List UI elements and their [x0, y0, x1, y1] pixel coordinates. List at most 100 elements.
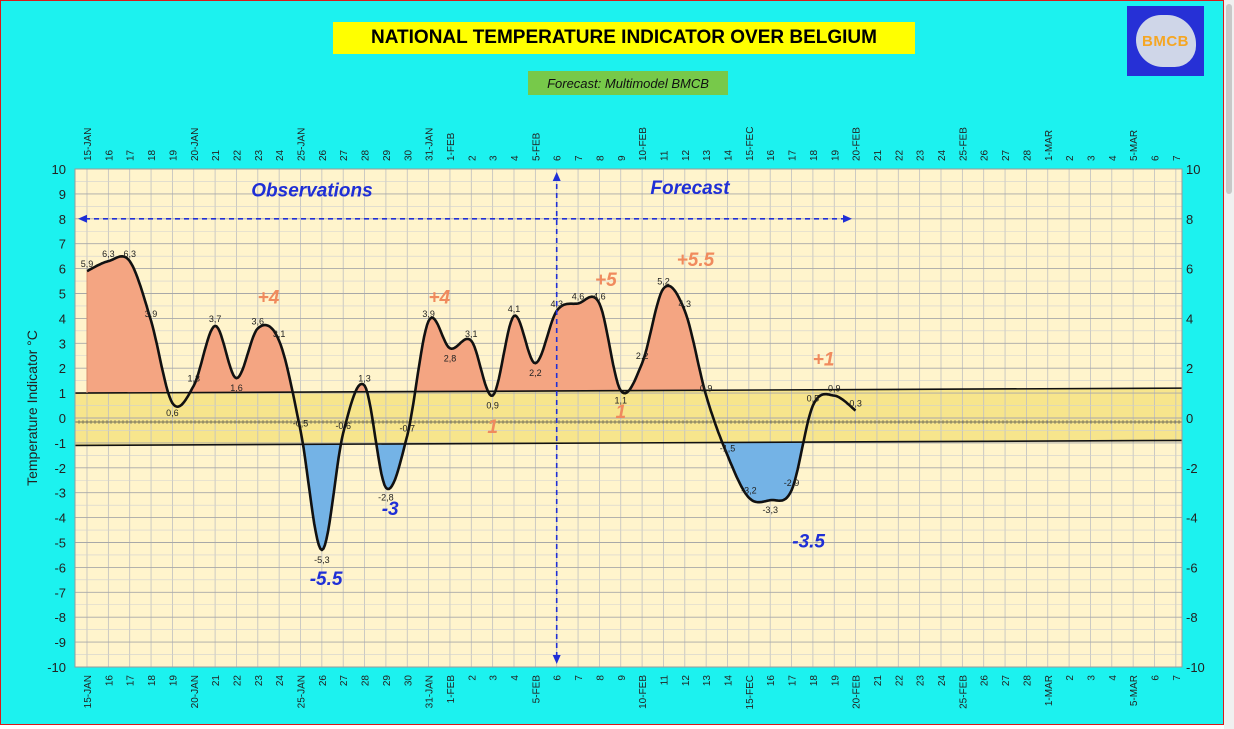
x-tick-label-bottom: 17	[788, 675, 799, 687]
x-tick-label-top: 12	[681, 149, 692, 161]
x-tick-label-top: 4	[1108, 155, 1119, 161]
x-tick-label-bottom: 19	[168, 675, 179, 687]
belgium-map-icon: BMCB	[1135, 15, 1196, 67]
x-tick-label-bottom: 13	[702, 675, 713, 687]
x-tick-label-bottom: 15-JAN	[83, 675, 94, 708]
x-tick-label-top: 10-FEB	[638, 127, 649, 161]
y-tick-label-left: 5	[59, 287, 66, 302]
split-arrow-down	[552, 655, 561, 664]
data-label: 1,6	[230, 383, 243, 393]
x-tick-label-top: 3	[489, 155, 500, 161]
y-tick-label-left: -1	[54, 436, 66, 451]
x-tick-label-bottom: 29	[382, 675, 393, 687]
x-tick-label-bottom: 8	[595, 675, 606, 681]
y-tick-label-left: -3	[54, 486, 66, 501]
x-tick-label-top: 24	[937, 149, 948, 161]
x-tick-label-bottom: 3	[1086, 675, 1097, 681]
x-tick-label-top: 16	[766, 149, 777, 161]
data-label: 3,1	[273, 329, 286, 339]
x-tick-label-bottom: 28	[1022, 675, 1033, 687]
anomaly-annotation: +5.5	[677, 250, 715, 271]
data-label: 0,9	[700, 384, 713, 394]
x-tick-label-bottom: 15-FEC	[745, 675, 756, 709]
data-label: 0,9	[486, 401, 499, 411]
x-tick-label-top: 11	[659, 150, 670, 161]
vertical-scrollbar[interactable]	[1224, 0, 1234, 729]
x-tick-label-bottom: 24	[937, 675, 948, 687]
x-tick-label-bottom: 1-MAR	[1044, 675, 1055, 706]
x-tick-label-top: 7	[1172, 155, 1183, 161]
y-tick-label-right: -8	[1186, 610, 1198, 625]
x-tick-label-top: 6	[1151, 155, 1162, 161]
x-tick-label-bottom: 24	[275, 675, 286, 687]
anomaly-annotation: -3.5	[792, 531, 825, 552]
chart-title: NATIONAL TEMPERATURE INDICATOR OVER BELG…	[371, 27, 877, 48]
x-tick-label-top: 15-JAN	[83, 128, 94, 161]
x-tick-label-top: 27	[1001, 149, 1012, 161]
x-tick-label-top: 30	[403, 149, 414, 161]
y-tick-label-left: -5	[54, 536, 66, 551]
x-tick-label-top: 27	[339, 149, 350, 161]
data-label: 3,1	[465, 329, 478, 339]
x-tick-label-bottom: 9	[617, 675, 628, 681]
x-tick-label-top: 18	[147, 149, 158, 161]
y-tick-label-right: -10	[1186, 660, 1205, 675]
anomaly-annotation: 1	[615, 402, 626, 423]
data-label: -0,6	[335, 421, 351, 431]
data-label: 5,2	[657, 277, 670, 287]
normal-lower-line	[74, 439, 1183, 447]
x-tick-label-top: 19	[168, 149, 179, 161]
forecast-label: Forecast	[650, 178, 730, 199]
x-tick-label-bottom: 1-FEB	[446, 675, 457, 704]
x-tick-label-top: 5-FEB	[531, 132, 542, 161]
x-tick-label-bottom: 22	[894, 675, 905, 687]
x-tick-label-bottom: 2	[1065, 675, 1076, 681]
period-arrow-left	[78, 214, 87, 223]
y-tick-label-left: -6	[54, 560, 66, 575]
data-label: 0,6	[166, 408, 179, 418]
x-tick-label-top: 31-JAN	[425, 128, 436, 161]
x-tick-label-bottom: 12	[681, 675, 692, 687]
data-label: 0,3	[849, 399, 862, 409]
data-label: 4,3	[679, 299, 692, 309]
x-tick-label-top: 4	[510, 155, 521, 161]
data-label: 0,9	[828, 384, 841, 394]
x-tick-label-bottom: 25-JAN	[297, 675, 308, 708]
data-label: 5,9	[81, 259, 94, 269]
x-tick-label-bottom: 25-FEB	[958, 675, 969, 709]
data-label: -5,3	[314, 555, 330, 565]
x-tick-label-bottom: 22	[232, 675, 243, 687]
y-tick-label-right: -4	[1186, 511, 1198, 526]
data-label: -3,3	[762, 505, 778, 515]
y-tick-label-left: -7	[54, 585, 66, 600]
x-tick-label-top: 1-FEB	[446, 132, 457, 161]
y-tick-label-right: -6	[1186, 560, 1198, 575]
x-tick-label-bottom: 4	[510, 675, 521, 681]
anomaly-annotation: +5	[595, 270, 617, 291]
y-tick-label-right: 10	[1186, 162, 1200, 177]
period-arrow-right	[843, 214, 852, 223]
data-label: 4,1	[508, 304, 521, 314]
x-tick-label-bottom: 16	[766, 675, 777, 687]
temperature-curve	[86, 255, 857, 552]
x-tick-label-top: 6	[553, 155, 564, 161]
x-tick-label-bottom: 28	[361, 675, 372, 687]
data-label: 3,9	[422, 309, 435, 319]
x-tick-label-top: 20-JAN	[190, 128, 201, 161]
data-label: 3,7	[209, 314, 222, 324]
x-tick-label-top: 15-FEC	[745, 127, 756, 161]
y-tick-label-left: 3	[59, 336, 66, 351]
negative-anomaly-area	[87, 441, 856, 550]
anomaly-annotation: +4	[428, 287, 450, 308]
x-tick-label-top: 3	[1086, 155, 1097, 161]
x-tick-label-top: 2	[467, 155, 478, 161]
y-tick-label-left: -8	[54, 610, 66, 625]
data-label: -1,5	[720, 443, 736, 453]
x-tick-label-top: 1-MAR	[1044, 130, 1055, 161]
data-label: -3,2	[741, 486, 757, 496]
x-tick-label-top: 9	[617, 155, 628, 161]
scrollbar-thumb[interactable]	[1226, 4, 1232, 194]
x-tick-label-bottom: 18	[147, 675, 158, 687]
data-label: 6,3	[123, 249, 136, 259]
